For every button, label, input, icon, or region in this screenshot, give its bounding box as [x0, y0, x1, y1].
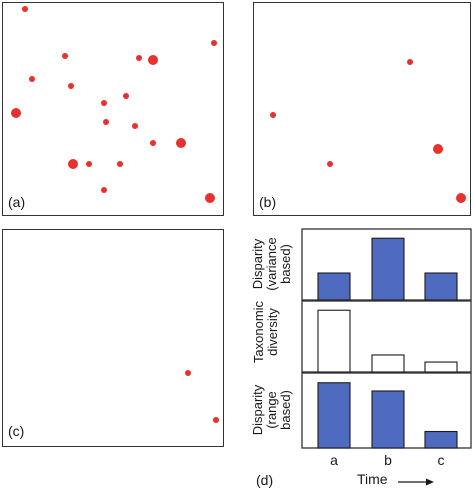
xtick-a: a: [330, 452, 338, 468]
time-arrow-icon: [398, 478, 434, 486]
scatter-point: [213, 417, 220, 424]
xaxis-label-time: Time: [357, 471, 388, 487]
panel-label-d: (d): [256, 472, 274, 488]
scatter-panel-c: (c): [2, 229, 224, 447]
scatter-point: [132, 122, 138, 129]
scatter-point: [61, 53, 68, 59]
panel-label-a: (a): [8, 194, 26, 210]
scatter-point: [147, 55, 158, 66]
scatter-point: [270, 112, 277, 119]
xtick-c: c: [437, 452, 445, 468]
scatter-point: [85, 161, 92, 168]
scatter-point: [68, 159, 79, 170]
scatter-panel-a: (a): [2, 2, 224, 216]
scatter-point: [326, 161, 333, 168]
scatter-point: [68, 82, 75, 89]
scatter-point: [11, 108, 22, 119]
bar-b: [371, 237, 405, 301]
scatter-panel-b: (b): [253, 2, 471, 216]
bar-b: [371, 390, 405, 449]
scatter-point: [204, 193, 215, 204]
scatter-point: [432, 144, 443, 155]
panel-label-c: (c): [8, 423, 25, 439]
scatter-point: [101, 99, 108, 106]
scatter-point: [103, 118, 110, 125]
scatter-point: [456, 193, 467, 204]
scatter-point: [116, 161, 123, 168]
scatter-point: [149, 139, 156, 146]
bar-a: [317, 309, 351, 373]
scatter-point: [22, 6, 28, 13]
scatter-point: [28, 76, 35, 83]
scatter-point: [176, 137, 187, 148]
bar-c: [424, 272, 458, 301]
scatter-point: [136, 55, 143, 62]
bar-b: [371, 354, 405, 373]
bar-a: [317, 272, 351, 301]
bar-c: [424, 430, 458, 449]
scatter-point: [406, 59, 413, 66]
panel-label-b: (b): [259, 194, 277, 210]
bar-a: [317, 382, 351, 449]
xtick-b: b: [384, 452, 392, 468]
scatter-point: [211, 40, 218, 47]
scatter-point: [101, 186, 108, 193]
scatter-point: [123, 93, 130, 100]
scatter-point: [184, 369, 191, 376]
bar-c: [424, 361, 458, 373]
